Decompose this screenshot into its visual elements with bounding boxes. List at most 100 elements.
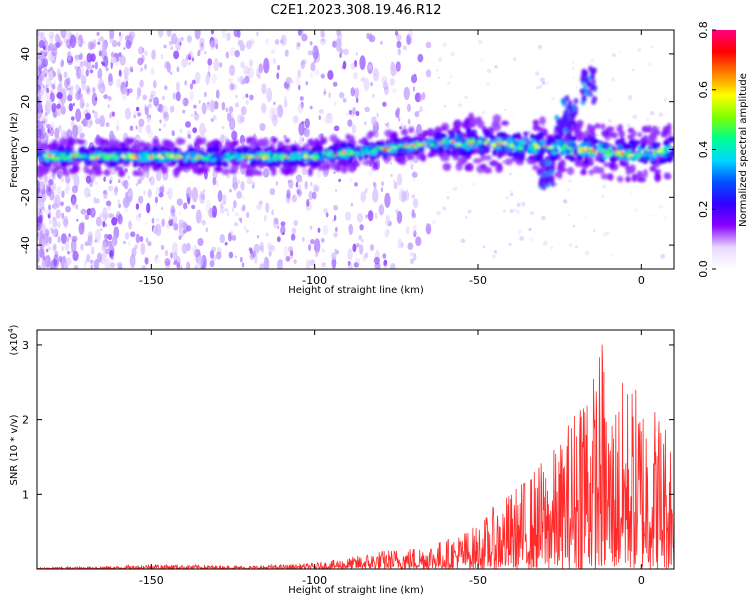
noise-blob bbox=[216, 251, 222, 260]
noise-blob bbox=[170, 45, 174, 51]
noise-blob bbox=[521, 201, 526, 206]
noise-blob bbox=[348, 223, 354, 236]
noise-blob bbox=[188, 53, 192, 61]
noise-blob bbox=[251, 250, 256, 258]
noise-blob bbox=[47, 128, 51, 134]
noise-blob bbox=[419, 105, 423, 113]
noise-blob bbox=[37, 117, 40, 120]
noise-blob bbox=[228, 251, 234, 259]
noise-blob bbox=[527, 130, 532, 134]
noise-blob bbox=[592, 229, 596, 233]
ridge-spur bbox=[590, 85, 596, 92]
noise-blob bbox=[41, 223, 44, 228]
noise-blob bbox=[259, 122, 266, 132]
noise-blob bbox=[89, 69, 94, 74]
ridge-blob bbox=[353, 151, 360, 156]
noise-blob bbox=[315, 251, 319, 258]
noise-blob bbox=[212, 176, 217, 186]
ridge-blob bbox=[516, 133, 522, 140]
ridge-blob bbox=[617, 175, 624, 183]
ridge-blob bbox=[77, 158, 81, 161]
y-tick-label: -20 bbox=[19, 188, 32, 206]
noise-blob bbox=[304, 118, 310, 129]
noise-blob bbox=[80, 208, 87, 215]
noise-blob bbox=[117, 41, 121, 47]
noise-blob bbox=[333, 171, 336, 175]
noise-blob bbox=[298, 135, 304, 144]
noise-blob bbox=[180, 36, 184, 41]
noise-blob bbox=[41, 239, 46, 248]
noise-blob bbox=[147, 188, 152, 199]
noise-blob bbox=[415, 236, 422, 247]
noise-blob bbox=[53, 203, 56, 210]
ridge-blob bbox=[363, 159, 371, 166]
noise-blob bbox=[61, 190, 65, 198]
ridge-blob bbox=[427, 152, 434, 158]
noise-blob bbox=[125, 80, 129, 88]
noise-blob bbox=[537, 46, 542, 51]
noise-blob bbox=[179, 41, 182, 46]
noise-blob bbox=[63, 71, 68, 79]
noise-blob bbox=[95, 216, 102, 227]
noise-blob bbox=[44, 173, 48, 183]
noise-blob bbox=[50, 127, 54, 137]
noise-blob bbox=[67, 87, 72, 91]
ridge-blob bbox=[671, 150, 674, 157]
noise-blob bbox=[157, 30, 164, 38]
noise-blob bbox=[322, 225, 329, 235]
noise-blob bbox=[49, 227, 53, 231]
noise-blob bbox=[166, 191, 170, 195]
noise-blob bbox=[117, 179, 121, 184]
ridge-blob bbox=[569, 151, 574, 155]
noise-blob bbox=[233, 200, 237, 209]
noise-blob bbox=[421, 92, 426, 101]
noise-blob bbox=[237, 76, 240, 82]
noise-blob bbox=[221, 101, 226, 111]
ridge-blob bbox=[96, 155, 100, 159]
noise-blob bbox=[136, 112, 142, 117]
noise-blob bbox=[67, 94, 73, 102]
noise-blob bbox=[118, 203, 121, 209]
noise-blob bbox=[172, 214, 178, 226]
noise-blob bbox=[213, 58, 220, 72]
ridge-blob bbox=[67, 155, 72, 160]
ridge-blob bbox=[312, 156, 318, 160]
noise-blob bbox=[226, 32, 231, 41]
ridge-blob bbox=[160, 164, 169, 174]
noise-blob bbox=[47, 44, 51, 52]
noise-blob bbox=[144, 50, 148, 57]
colorbar-tick-label: 0.8 bbox=[697, 21, 710, 39]
noise-blob bbox=[314, 68, 320, 76]
ridge-blob bbox=[366, 131, 373, 140]
noise-blob bbox=[193, 112, 200, 121]
noise-blob bbox=[263, 168, 270, 178]
noise-blob bbox=[323, 88, 327, 93]
noise-blob bbox=[372, 93, 375, 99]
noise-blob bbox=[623, 189, 626, 192]
noise-blob bbox=[67, 251, 70, 255]
noise-blob bbox=[408, 30, 413, 40]
ridge-blob bbox=[625, 143, 631, 150]
noise-blob bbox=[44, 112, 48, 117]
noise-blob bbox=[242, 196, 245, 200]
noise-blob bbox=[301, 33, 308, 42]
ridge-blob bbox=[369, 154, 377, 160]
noise-blob bbox=[182, 97, 189, 107]
noise-blob bbox=[84, 241, 90, 247]
ridge-blob bbox=[577, 146, 582, 151]
noise-blob bbox=[205, 74, 210, 86]
noise-blob bbox=[114, 186, 119, 193]
ridge-blob bbox=[291, 164, 297, 173]
noise-blob bbox=[275, 217, 279, 225]
ridge-blob bbox=[616, 144, 623, 150]
noise-blob bbox=[396, 173, 403, 186]
noise-blob bbox=[37, 128, 40, 138]
noise-blob bbox=[229, 189, 232, 193]
noise-blob bbox=[265, 38, 269, 45]
noise-blob bbox=[328, 92, 331, 99]
noise-blob bbox=[296, 184, 302, 198]
noise-blob bbox=[170, 205, 176, 217]
noise-blob bbox=[52, 56, 55, 62]
noise-blob bbox=[331, 257, 337, 269]
noise-blob bbox=[87, 231, 93, 242]
